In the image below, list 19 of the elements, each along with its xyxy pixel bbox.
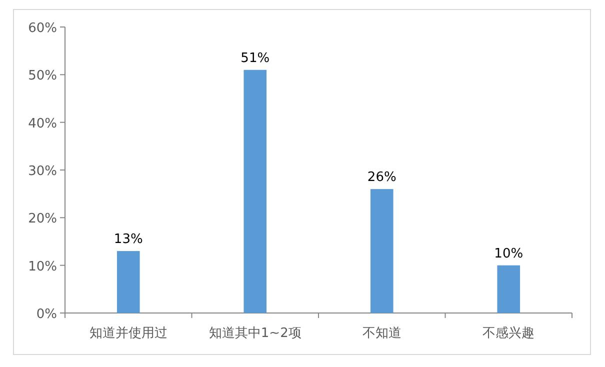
y-tick-label: 10% [28,259,57,274]
y-tick-label: 60% [28,21,57,36]
bar [370,189,394,313]
y-tick-label: 40% [28,116,57,132]
data-label: 26% [367,170,396,186]
bar [497,265,520,313]
x-tick-label: 不感兴趣 [482,326,535,341]
y-tick-label: 50% [28,68,57,84]
y-tick-label: 30% [28,164,57,179]
x-tick-label: 知道其中1~2项 [208,326,302,341]
y-tick-label: 0% [36,307,57,322]
data-label: 13% [114,232,143,248]
bar [244,70,267,313]
x-tick-label: 不知道 [362,326,402,341]
data-label: 51% [240,50,270,66]
x-tick-label: 知道并使用过 [89,326,168,341]
y-tick-label: 20% [28,212,57,227]
data-label: 10% [494,246,524,262]
bar [116,251,140,313]
